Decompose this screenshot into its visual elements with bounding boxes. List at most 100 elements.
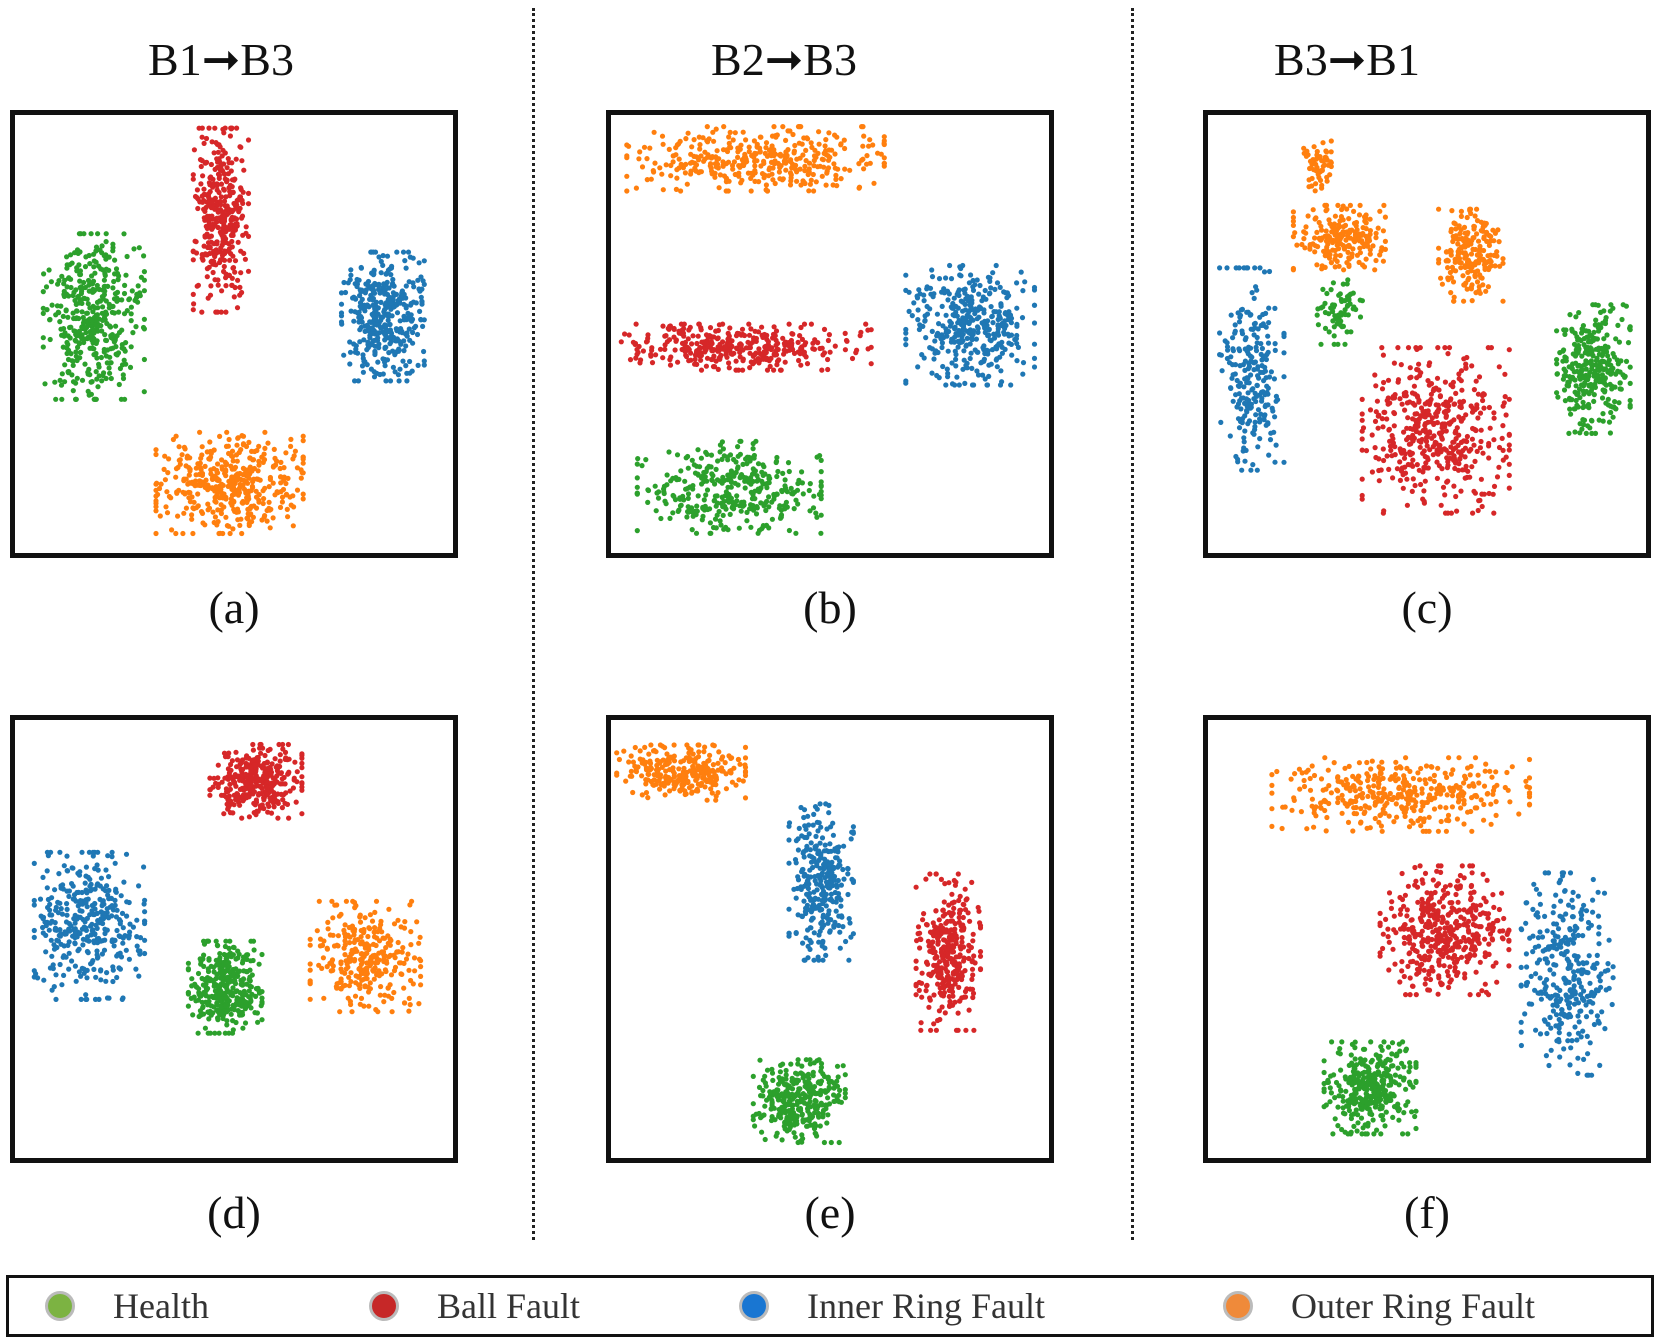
point-ball — [1413, 417, 1419, 423]
point-ball — [208, 283, 214, 289]
point-outer — [1346, 263, 1352, 269]
point-ball — [671, 334, 677, 340]
point-outer — [725, 159, 732, 165]
point-inner — [1249, 290, 1255, 296]
point-outer — [823, 137, 829, 143]
point-inner — [1239, 467, 1245, 473]
point-health — [1315, 306, 1321, 312]
point-inner — [1242, 413, 1248, 419]
point-outer — [660, 187, 666, 193]
point-outer — [673, 152, 679, 158]
point-outer — [811, 188, 817, 194]
point-health — [719, 439, 725, 445]
point-health — [112, 257, 118, 263]
point-ball — [232, 269, 238, 275]
point-ball — [853, 350, 859, 356]
point-inner — [1258, 411, 1264, 417]
point-health — [670, 510, 676, 516]
point-ball — [265, 809, 271, 815]
point-outer — [241, 477, 247, 483]
point-ball — [290, 785, 296, 791]
point-inner — [996, 309, 1002, 315]
point-inner — [372, 249, 379, 255]
point-health — [94, 338, 100, 344]
point-ball — [198, 163, 204, 170]
point-inner — [957, 272, 963, 278]
point-outer — [204, 449, 210, 455]
point-outer — [758, 134, 764, 140]
point-ball — [1448, 396, 1454, 402]
point-health — [685, 504, 691, 510]
point-ball — [772, 333, 778, 339]
point-outer — [727, 129, 733, 135]
column-divider-2 — [1131, 8, 1134, 1240]
point-outer — [261, 496, 267, 502]
point-inner — [413, 300, 419, 306]
point-outer — [791, 150, 797, 156]
point-ball — [287, 788, 293, 794]
point-inner — [338, 310, 345, 316]
point-inner — [401, 348, 407, 354]
point-health — [754, 478, 760, 484]
point-inner — [1240, 448, 1246, 454]
point-inner — [1232, 371, 1238, 377]
point-ball — [1372, 445, 1378, 451]
point-ball — [796, 357, 802, 364]
point-health — [124, 253, 130, 260]
point-ball — [237, 802, 243, 808]
point-outer — [197, 460, 203, 466]
point-outer — [1483, 288, 1489, 294]
point-ball — [698, 327, 704, 333]
point-ball — [645, 335, 651, 341]
point-health — [71, 289, 77, 295]
point-outer — [668, 173, 674, 179]
point-ball — [1446, 420, 1452, 426]
point-outer — [713, 164, 719, 170]
point-health — [782, 477, 788, 483]
point-ball — [1434, 409, 1440, 415]
point-outer — [234, 458, 240, 464]
point-health — [1569, 326, 1575, 332]
point-health — [1554, 328, 1560, 334]
point-outer — [1497, 263, 1503, 269]
point-outer — [1478, 274, 1484, 281]
point-health — [68, 284, 74, 291]
point-ball — [798, 362, 804, 368]
point-ball — [711, 353, 717, 359]
point-ball — [226, 185, 232, 191]
point-outer — [1309, 175, 1315, 182]
point-ball — [716, 322, 722, 328]
point-outer — [881, 134, 887, 140]
point-health — [77, 278, 83, 284]
point-ball — [239, 158, 245, 164]
point-outer — [1488, 233, 1494, 240]
point-ball — [698, 352, 704, 359]
point-ball — [271, 781, 277, 787]
point-health — [807, 481, 813, 487]
point-outer — [1363, 220, 1369, 226]
point-outer — [666, 146, 672, 152]
point-outer — [1375, 225, 1381, 231]
point-health — [796, 480, 802, 486]
point-ball — [291, 777, 297, 783]
point-ball — [221, 263, 227, 270]
point-ball — [1462, 445, 1468, 451]
point-outer — [1341, 267, 1347, 273]
point-health — [94, 312, 100, 318]
point-outer — [190, 505, 196, 511]
point-ball — [747, 350, 753, 356]
point-outer — [1445, 277, 1451, 283]
point-inner — [975, 372, 982, 378]
point-health — [1627, 397, 1633, 404]
point-inner — [953, 356, 959, 362]
point-health — [785, 460, 792, 466]
point-inner — [123, 851, 130, 857]
point-health — [1607, 430, 1613, 436]
point-outer — [229, 454, 236, 460]
point-inner — [393, 291, 399, 297]
point-outer — [173, 433, 179, 439]
point-outer — [1314, 152, 1320, 158]
point-inner — [1246, 364, 1252, 370]
point-health — [122, 396, 128, 402]
point-inner — [990, 270, 996, 276]
